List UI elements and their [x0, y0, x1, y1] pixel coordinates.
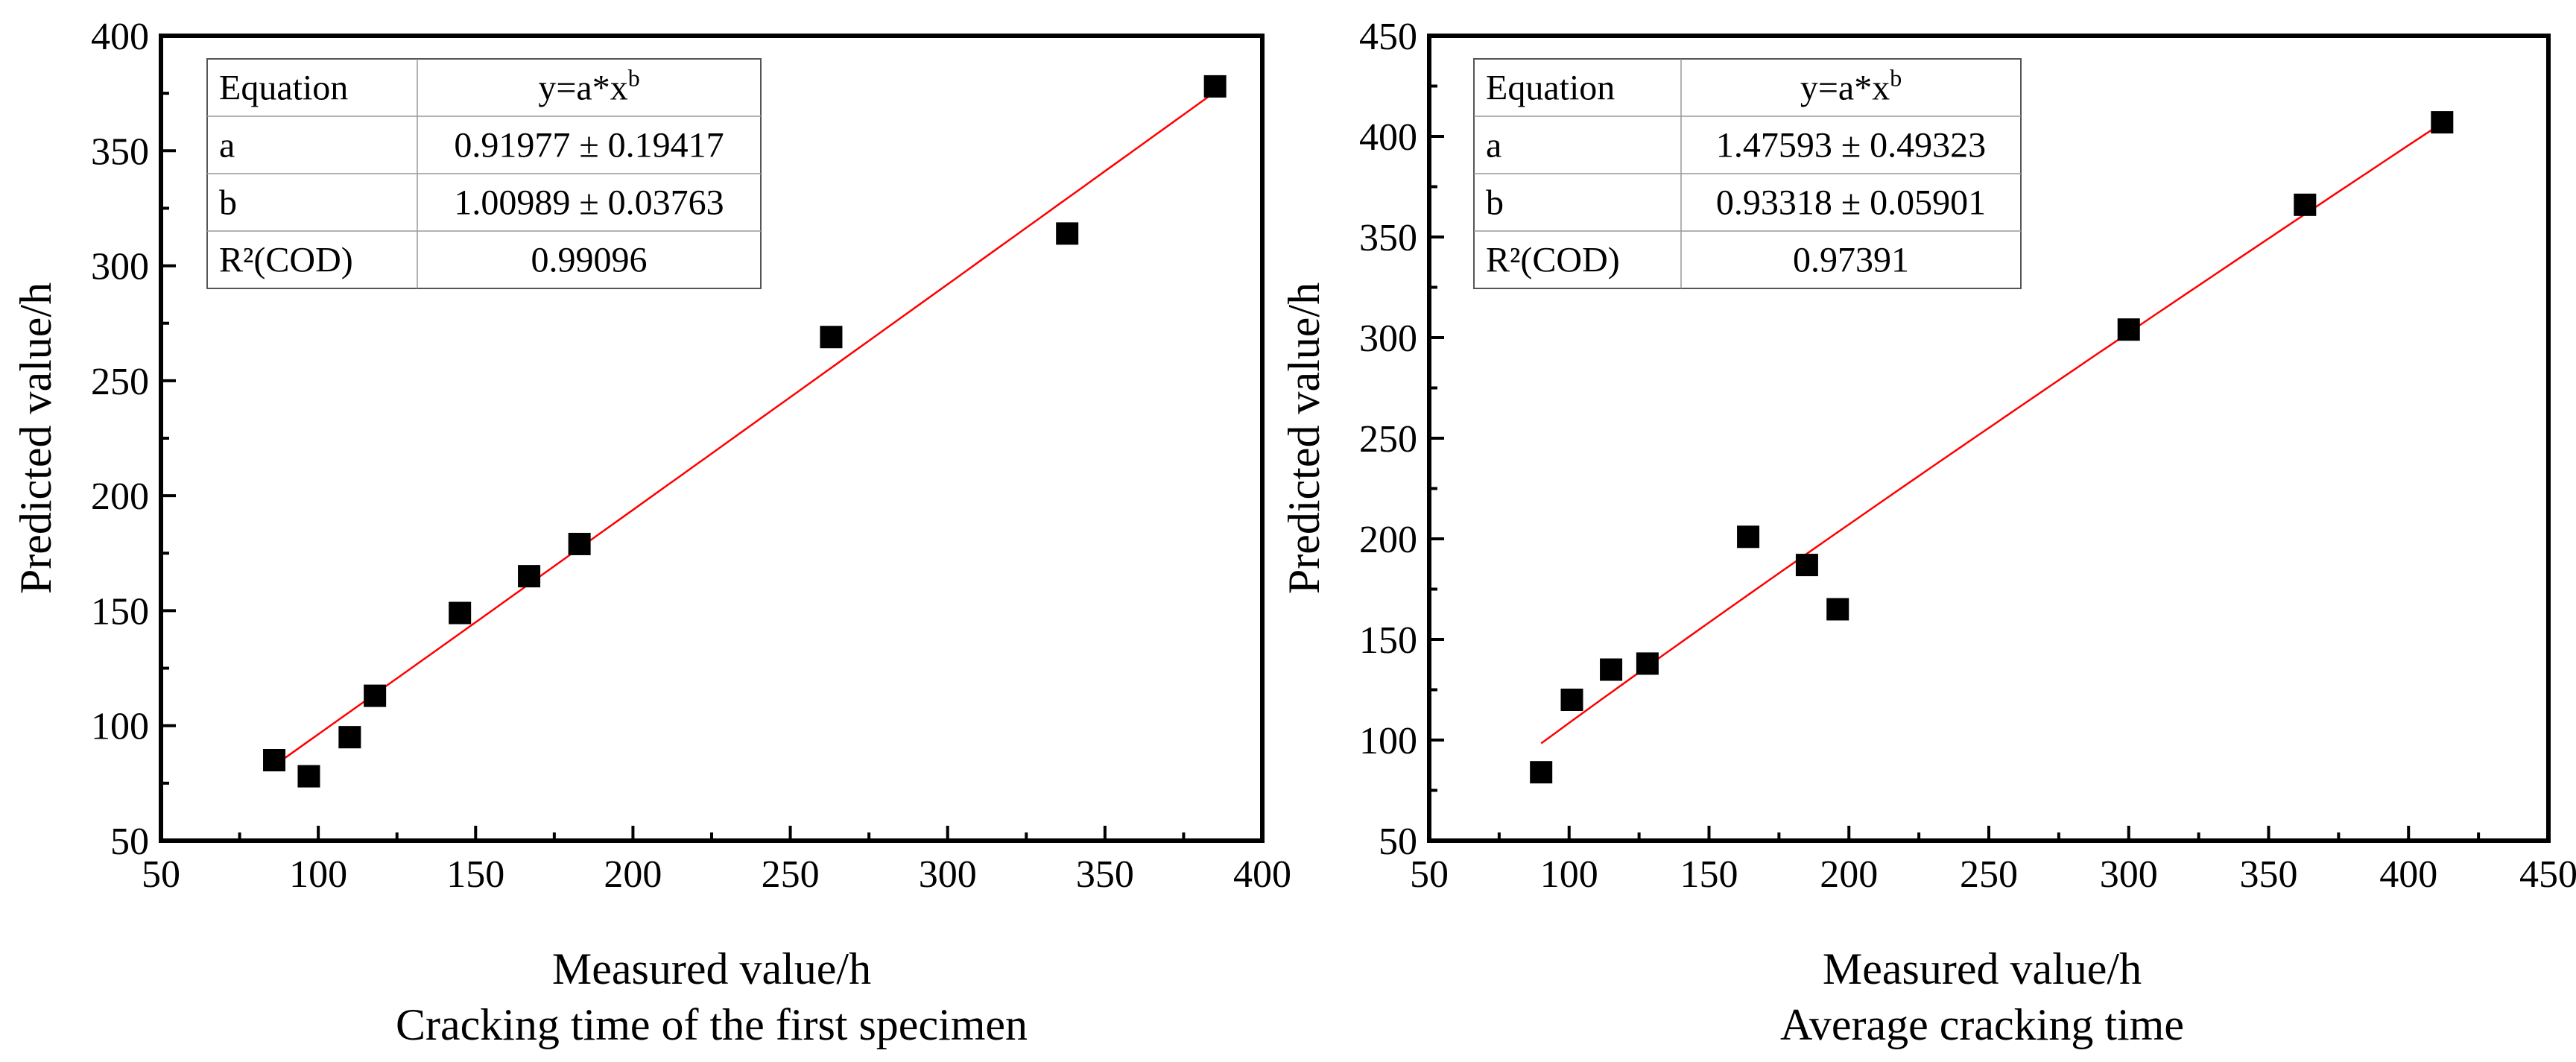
left-chart-panel: 50 100 150 200 250 300 350 400 50 100 150 200 250 300…	[11, 16, 1291, 1049]
left-table-value-cell: 0.91977 ± 0.19417	[454, 126, 724, 165]
right-table-value-cell: 0.93318 ± 0.05901	[1716, 183, 1986, 223]
left-fit-line	[273, 91, 1216, 767]
right-table-value-cell: y=a*xb	[1800, 65, 1902, 108]
right-chart-caption: Average cracking time	[1780, 1000, 2184, 1049]
left-y-tick-label: 350	[91, 130, 149, 173]
left-x-tick-label: 150	[446, 853, 504, 896]
left-ticks: 50 100 150 200 250 300 350 400 50 100 150 200 250 300…	[91, 16, 1291, 896]
right-x-tick-label: 250	[1960, 853, 2018, 896]
right-data-point	[1737, 525, 1760, 549]
right-x-tick-label: 400	[2379, 853, 2437, 896]
right-x-axis-title: Measured value/h	[1823, 944, 2142, 993]
right-table-value-cell: 1.47593 ± 0.49323	[1716, 126, 1986, 165]
left-data-point	[1203, 75, 1227, 98]
right-data-point	[2294, 193, 2317, 216]
left-x-tick-label: 350	[1076, 853, 1134, 896]
right-y-tick-label: 350	[1359, 217, 1417, 259]
right-table-label-cell: b	[1486, 183, 1504, 223]
left-data-point	[297, 765, 320, 788]
left-table-label-cell: b	[219, 183, 237, 223]
left-x-tick-label: 200	[604, 853, 662, 896]
left-y-tick-label: 150	[91, 590, 149, 633]
left-data-point	[820, 326, 843, 349]
right-table-value-cell: 0.97391	[1793, 241, 1909, 280]
left-y-axis-title: Predicted value/h	[11, 282, 60, 594]
left-table-label-cell: R²(COD)	[219, 241, 353, 280]
right-x-tick-label: 350	[2240, 853, 2298, 896]
right-data-point	[1795, 554, 1818, 577]
left-table-value-cell: y=a*xb	[538, 65, 639, 108]
left-data-point	[338, 726, 361, 749]
left-x-tick-label: 100	[289, 853, 347, 896]
left-y-tick-label: 300	[91, 246, 149, 288]
right-table-label-cell: Equation	[1486, 69, 1615, 108]
right-y-tick-label: 300	[1359, 317, 1417, 360]
left-y-tick-label: 50	[110, 821, 149, 863]
left-y-tick-label: 200	[91, 475, 149, 518]
right-fit-line	[1540, 121, 2443, 745]
left-chart-caption: Cracking time of the first specimen	[396, 1000, 1028, 1049]
left-data-point	[263, 749, 286, 771]
right-data-point	[1826, 598, 1849, 621]
right-x-tick-label: 450	[2519, 853, 2576, 896]
right-data-point	[1636, 652, 1659, 675]
right-parameter-table: Equation y=a*xb a 1.47593 ± 0.49323 b 0.93318…	[1473, 58, 2022, 289]
left-points-group	[263, 75, 1227, 788]
right-x-tick-label: 150	[1680, 853, 1738, 896]
left-table-value-cell: 1.00989 ± 0.03763	[454, 183, 724, 223]
right-ticks: 50 100 150 200 250 300 350 400 450 50 100 150 200 250…	[1359, 16, 2576, 896]
left-y-tick-label: 250	[91, 361, 149, 403]
right-data-point	[1560, 689, 1583, 711]
right-y-tick-label: 50	[1379, 821, 1417, 863]
right-data-point	[2431, 111, 2454, 134]
right-y-tick-label: 150	[1359, 619, 1417, 662]
left-data-point	[518, 565, 541, 588]
right-y-tick-label: 450	[1359, 16, 1417, 58]
right-table-label-cell: a	[1486, 126, 1501, 165]
right-data-point	[1530, 761, 1553, 784]
left-fit-group	[273, 91, 1216, 767]
left-data-point	[1056, 222, 1079, 245]
right-chart-panel: 50 100 150 200 250 300 350 400 450 50 100 150 200 250…	[1279, 16, 2576, 1049]
left-x-tick-label: 400	[1233, 853, 1291, 896]
right-x-tick-label: 100	[1540, 853, 1598, 896]
left-data-point	[568, 532, 591, 555]
left-y-tick-label: 400	[91, 16, 149, 58]
right-x-tick-label: 200	[1820, 853, 1878, 896]
left-table-superscript: b	[628, 65, 640, 92]
left-data-point	[449, 601, 472, 625]
left-table-label-cell: a	[219, 126, 235, 165]
right-data-point	[1600, 658, 1623, 681]
left-x-axis-title: Measured value/h	[552, 944, 871, 993]
left-x-tick-label: 50	[142, 853, 180, 896]
right-x-tick-label: 50	[1410, 853, 1449, 896]
right-x-tick-label: 300	[2100, 853, 2158, 896]
left-x-tick-label: 250	[762, 853, 820, 896]
right-y-axis-title: Predicted value/h	[1279, 282, 1329, 594]
left-table-value-cell: 0.99096	[531, 241, 648, 280]
right-y-tick-label: 250	[1359, 418, 1417, 461]
left-data-point	[364, 684, 387, 707]
right-table-superscript: b	[1890, 65, 1902, 92]
right-fit-group	[1540, 121, 2443, 745]
right-y-tick-label: 400	[1359, 116, 1417, 159]
right-y-tick-label: 100	[1359, 720, 1417, 762]
right-data-point	[2117, 318, 2140, 341]
left-x-tick-label: 300	[919, 853, 977, 896]
right-table-label-cell: R²(COD)	[1486, 241, 1620, 280]
left-parameter-table: Equation y=a*xb a 0.91977 ± 0.19417 b 1.00989…	[206, 58, 762, 289]
left-y-tick-label: 100	[91, 706, 149, 748]
right-y-tick-label: 200	[1359, 519, 1417, 561]
right-points-group	[1530, 111, 2454, 784]
left-table-label-cell: Equation	[219, 69, 348, 108]
